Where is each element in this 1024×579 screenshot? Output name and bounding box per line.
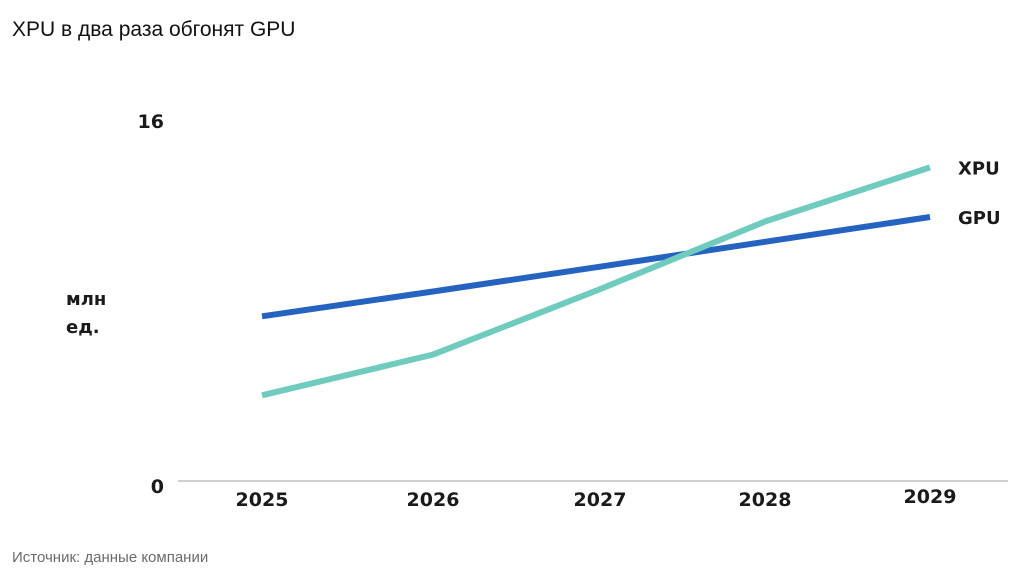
x-tick-label: 2028 [739, 489, 792, 511]
x-tick-label: 2027 [574, 489, 627, 511]
series-line-xpu [261, 164, 931, 399]
series-line-gpu [261, 214, 931, 320]
x-tick-label: 2025 [236, 489, 289, 511]
y-tick-label: 16 [138, 111, 164, 133]
legend-label-gpu: GPU [958, 208, 1001, 229]
y-tick-label: 0 [151, 476, 164, 498]
source-note: Источник: данные компании [12, 549, 209, 566]
x-tick-label: 2029 [904, 486, 957, 508]
x-tick-label: 2026 [407, 489, 460, 511]
chart-title: XPU в два раза обгонят GPU [12, 18, 296, 41]
legend-label-xpu: XPU [958, 158, 1000, 179]
y-axis-label: ед. [66, 317, 100, 338]
y-axis-label: млн [66, 289, 106, 310]
